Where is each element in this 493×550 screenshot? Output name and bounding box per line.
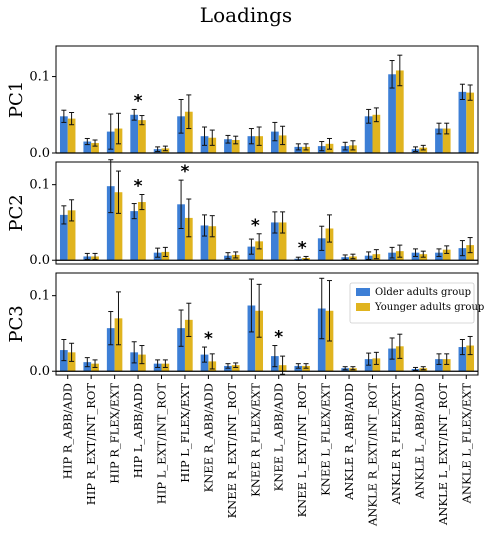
bar bbox=[435, 359, 443, 372]
bar bbox=[83, 141, 92, 153]
bar bbox=[372, 114, 381, 153]
bar bbox=[200, 354, 209, 372]
x-tick-label: HIP R_EXT/INT_ROT bbox=[84, 383, 98, 506]
x-tick-label: HIP L_ABB/ADD bbox=[131, 383, 145, 478]
chart-title: Loadings bbox=[200, 3, 292, 27]
bar bbox=[466, 92, 475, 153]
x-tick-label: ANKLE R_EXT/INT_ROT bbox=[366, 383, 380, 527]
bar bbox=[224, 139, 232, 153]
legend-swatch bbox=[356, 288, 370, 296]
bar bbox=[130, 211, 139, 261]
bar bbox=[317, 308, 326, 372]
x-tick-label: KNEE L_EXT/INT_ROT bbox=[295, 383, 309, 518]
significance-star: * bbox=[274, 328, 283, 348]
significance-star: * bbox=[204, 329, 213, 349]
bar bbox=[442, 249, 451, 261]
bar bbox=[325, 228, 334, 261]
legend: Older adults group Younger adults group bbox=[349, 282, 484, 324]
y-tick-label: 0.0 bbox=[29, 146, 50, 161]
bar bbox=[270, 131, 279, 153]
bar bbox=[395, 70, 404, 153]
bar bbox=[200, 225, 209, 261]
y-tick-label: 0.0 bbox=[29, 253, 50, 268]
x-tick-label: ANKLE L_EXT/INT_ROT bbox=[436, 383, 450, 526]
significance-star: * bbox=[134, 91, 143, 111]
bar bbox=[364, 116, 373, 153]
bar bbox=[458, 347, 467, 372]
x-tick-label: HIP R_ABB/ADD bbox=[61, 383, 75, 479]
bar bbox=[184, 217, 193, 261]
significance-star: * bbox=[180, 162, 189, 182]
x-tick-label: ANKLE R_ABB/ADD bbox=[342, 383, 356, 501]
bar bbox=[278, 222, 287, 261]
bar bbox=[130, 114, 139, 153]
bar bbox=[138, 202, 146, 261]
bar bbox=[435, 128, 443, 153]
x-tick-label: KNEE R_FLEX/EXT bbox=[248, 383, 262, 497]
y-tick-label: 0.1 bbox=[29, 178, 50, 193]
legend-label: Older adults group bbox=[375, 287, 471, 298]
legend-swatch bbox=[356, 303, 370, 311]
bar bbox=[255, 310, 264, 372]
bar bbox=[466, 345, 475, 372]
bar bbox=[458, 91, 467, 153]
bar bbox=[255, 241, 264, 261]
bar bbox=[388, 74, 396, 153]
bar bbox=[247, 136, 256, 153]
bar bbox=[184, 111, 193, 153]
x-tick-label: ANKLE R_FLEX/EXT bbox=[389, 383, 403, 506]
bar bbox=[59, 116, 68, 153]
plot-frame bbox=[55, 161, 479, 265]
x-tick-label: ANKLE L_ABB/ADD bbox=[412, 383, 426, 500]
bar bbox=[67, 210, 76, 261]
x-tick-label: KNEE L_ABB/ADD bbox=[272, 383, 286, 491]
y-tick-label: 0.1 bbox=[29, 289, 50, 304]
x-tick-label: KNEE R_ABB/ADD bbox=[201, 383, 215, 492]
y-tick-label: 0.1 bbox=[29, 70, 50, 85]
y-tick-label: 0.0 bbox=[29, 364, 50, 379]
x-tick-label: HIP R_FLEX/EXT bbox=[108, 383, 122, 484]
significance-star: * bbox=[251, 216, 260, 236]
bar bbox=[67, 118, 76, 153]
bar bbox=[184, 319, 193, 372]
bar bbox=[177, 116, 185, 153]
y-axis-label: PC2 bbox=[6, 194, 27, 231]
bar bbox=[177, 204, 185, 261]
bar bbox=[231, 365, 240, 372]
bar bbox=[442, 359, 451, 372]
bar bbox=[208, 226, 217, 261]
x-tick-label: KNEE R_EXT/INT_ROT bbox=[225, 383, 239, 519]
bar bbox=[91, 143, 99, 153]
legend-label: Younger adults group bbox=[374, 302, 484, 313]
y-axis-label: PC1 bbox=[6, 81, 27, 118]
bar bbox=[59, 214, 68, 261]
significance-star: * bbox=[298, 238, 307, 258]
x-tick-label: HIP L_FLEX/EXT bbox=[178, 383, 192, 483]
bar bbox=[106, 328, 115, 372]
bar bbox=[138, 120, 146, 153]
y-axis-label: PC3 bbox=[6, 305, 27, 342]
x-tick-labels: HIP R_ABB/ADD HIP R_EXT/INT_ROT HIP R_FLEX… bbox=[61, 375, 473, 527]
x-tick-label: HIP L_EXT/INT_ROT bbox=[155, 383, 169, 505]
bar bbox=[388, 348, 396, 372]
x-tick-label: ANKLE L_FLEX/EXT bbox=[459, 383, 473, 505]
bar bbox=[114, 192, 123, 261]
bar bbox=[177, 328, 185, 372]
legend-box bbox=[349, 282, 475, 324]
bar bbox=[442, 128, 451, 153]
plot-frame bbox=[55, 45, 479, 154]
bar bbox=[231, 140, 240, 153]
bar bbox=[247, 305, 256, 372]
x-tick-label: KNEE L_FLEX/EXT bbox=[319, 383, 333, 496]
bar bbox=[270, 222, 279, 261]
significance-star: * bbox=[134, 176, 143, 196]
bar bbox=[106, 186, 115, 261]
